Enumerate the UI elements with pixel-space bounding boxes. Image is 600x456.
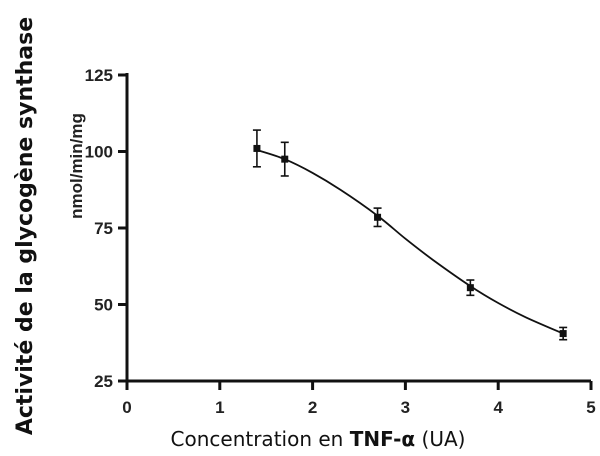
y-tick-label-50: 50 — [94, 296, 113, 315]
x-tick-label-3: 3 — [401, 398, 410, 417]
fit-curve-group — [256, 149, 564, 335]
y-tick-label-25: 25 — [94, 372, 113, 391]
x-axis-label-suffix: (UA) — [415, 427, 465, 451]
data-point-3 — [374, 213, 382, 221]
x-axis-label-prefix: Concentration en — [171, 427, 350, 451]
data-point-group-2 — [280, 141, 289, 177]
fit-curve — [256, 149, 564, 335]
data-point-4 — [466, 284, 474, 292]
data-point-group-5 — [559, 326, 568, 341]
x-tick-label-5: 5 — [586, 398, 595, 417]
y-tick-label-125: 125 — [85, 66, 113, 85]
y-axis-label: Activité de la glycogène synthase — [13, 17, 38, 435]
x-tick-label-0: 0 — [122, 398, 131, 417]
x-axis-label-bold: TNF-α — [350, 427, 415, 451]
axes — [125, 73, 591, 383]
x-axis-label: Concentration en TNF-α (UA) — [171, 427, 466, 451]
data-point-group-3 — [373, 207, 382, 228]
y-axis-label-group: Activité de la glycogène synthase nmol/m… — [13, 17, 86, 435]
x-tick-label-4: 4 — [493, 398, 503, 417]
data-point-1 — [253, 144, 261, 152]
data-point-group-4 — [466, 279, 475, 297]
data-point-group-1 — [252, 129, 261, 168]
x-tick-label-1: 1 — [215, 398, 224, 417]
y-ticks: 25 50 75 100 125 — [85, 66, 127, 391]
x-ticks: 0 1 2 3 4 5 — [122, 381, 596, 417]
y-tick-label-100: 100 — [85, 143, 113, 162]
y-axis-unit: nmol/min/mg — [67, 113, 86, 219]
x-tick-label-2: 2 — [308, 398, 317, 417]
data-point-5 — [559, 330, 567, 338]
y-tick-label-75: 75 — [94, 219, 113, 238]
data-points — [252, 129, 568, 341]
data-point-2 — [281, 155, 289, 163]
